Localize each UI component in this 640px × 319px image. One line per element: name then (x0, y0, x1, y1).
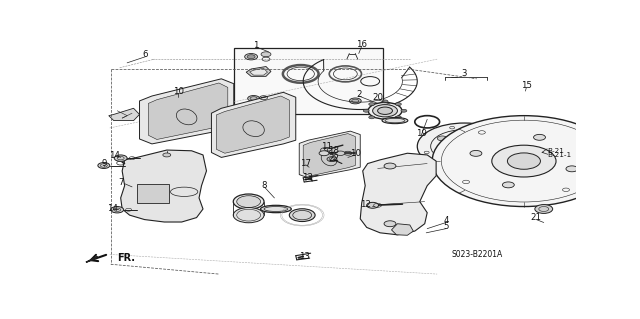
Text: 20: 20 (372, 93, 383, 102)
Polygon shape (300, 131, 360, 178)
Ellipse shape (336, 151, 345, 155)
Ellipse shape (260, 205, 291, 213)
Circle shape (535, 204, 553, 213)
Circle shape (384, 221, 396, 227)
Text: 7: 7 (118, 178, 124, 187)
Polygon shape (148, 83, 228, 139)
Text: 10: 10 (350, 149, 361, 158)
Text: 17: 17 (300, 159, 311, 167)
Circle shape (534, 134, 545, 140)
Circle shape (319, 151, 329, 156)
Text: 19: 19 (416, 129, 427, 138)
Circle shape (432, 116, 616, 206)
Text: 12: 12 (360, 200, 371, 209)
Text: 15: 15 (521, 81, 532, 90)
Text: 6: 6 (143, 50, 148, 59)
Text: 8: 8 (262, 181, 268, 190)
Text: 9: 9 (101, 159, 106, 167)
Circle shape (476, 133, 485, 138)
Text: FR.: FR. (117, 253, 135, 263)
Circle shape (367, 202, 379, 208)
Text: 2: 2 (356, 90, 362, 99)
Text: 10: 10 (173, 86, 184, 96)
Bar (137, 184, 169, 203)
Circle shape (401, 109, 407, 112)
Circle shape (111, 206, 124, 213)
Circle shape (349, 98, 361, 104)
Circle shape (327, 157, 337, 162)
Text: 16: 16 (356, 40, 367, 49)
Text: 21: 21 (531, 213, 542, 222)
Circle shape (444, 155, 453, 160)
Circle shape (417, 123, 511, 170)
Text: 13: 13 (299, 252, 310, 261)
Text: 14: 14 (107, 204, 118, 213)
Polygon shape (86, 256, 97, 262)
Circle shape (470, 151, 482, 156)
Ellipse shape (289, 209, 315, 221)
Circle shape (384, 163, 396, 169)
Circle shape (114, 155, 127, 161)
Text: 22: 22 (328, 154, 339, 163)
Bar (234, 48, 383, 114)
Ellipse shape (233, 208, 264, 223)
Circle shape (382, 100, 388, 103)
Circle shape (244, 54, 257, 60)
Circle shape (369, 116, 374, 119)
Circle shape (449, 138, 480, 154)
Circle shape (492, 145, 556, 177)
Circle shape (247, 55, 255, 59)
Ellipse shape (233, 194, 264, 209)
Polygon shape (211, 92, 296, 157)
Text: 4: 4 (444, 216, 449, 225)
Circle shape (321, 148, 330, 152)
Polygon shape (360, 153, 436, 235)
Text: 13: 13 (301, 173, 313, 182)
Ellipse shape (382, 117, 408, 124)
Circle shape (324, 148, 332, 151)
Circle shape (437, 136, 447, 141)
Circle shape (481, 152, 492, 157)
Text: S023-B2201A: S023-B2201A (451, 250, 502, 259)
Text: 11: 11 (321, 142, 333, 151)
Circle shape (248, 95, 260, 101)
Circle shape (98, 163, 110, 168)
Circle shape (396, 116, 401, 119)
Text: 18: 18 (328, 145, 339, 154)
Text: 1: 1 (253, 41, 259, 50)
Circle shape (566, 166, 578, 172)
Ellipse shape (372, 105, 397, 117)
Circle shape (396, 103, 401, 106)
Circle shape (369, 103, 374, 106)
Polygon shape (140, 79, 234, 144)
Circle shape (163, 153, 171, 157)
Polygon shape (216, 96, 289, 153)
Polygon shape (121, 150, 207, 222)
Polygon shape (250, 68, 268, 75)
Text: 5: 5 (444, 222, 449, 231)
Circle shape (261, 52, 271, 57)
Text: B-21-1: B-21-1 (547, 152, 572, 158)
Circle shape (364, 109, 369, 112)
Polygon shape (246, 67, 271, 76)
Text: 14: 14 (109, 151, 120, 160)
Text: B-21: B-21 (547, 148, 564, 154)
Circle shape (508, 153, 540, 169)
Circle shape (382, 119, 388, 122)
Ellipse shape (237, 196, 260, 208)
Text: 3: 3 (461, 70, 467, 78)
Circle shape (502, 182, 515, 188)
Polygon shape (303, 134, 355, 176)
Polygon shape (109, 108, 140, 121)
Polygon shape (392, 224, 413, 235)
Ellipse shape (368, 102, 402, 119)
Ellipse shape (378, 107, 392, 115)
